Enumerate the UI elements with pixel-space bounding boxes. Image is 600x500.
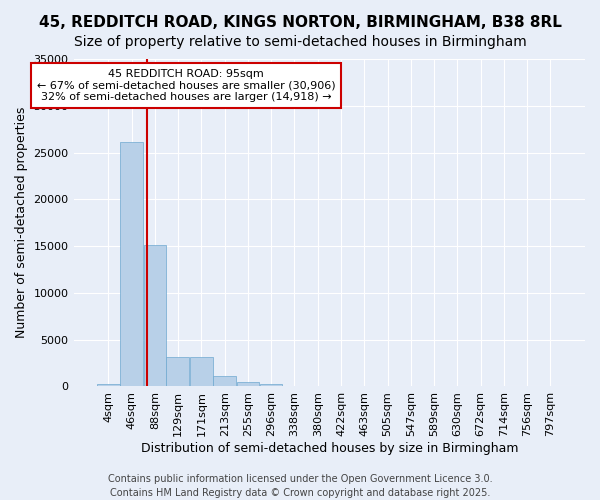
Text: Contains public information licensed under the Open Government Licence 3.0.: Contains public information licensed und… xyxy=(107,474,493,484)
Text: 45, REDDITCH ROAD, KINGS NORTON, BIRMINGHAM, B38 8RL: 45, REDDITCH ROAD, KINGS NORTON, BIRMING… xyxy=(38,15,562,30)
Text: Contains HM Land Registry data © Crown copyright and database right 2025.: Contains HM Land Registry data © Crown c… xyxy=(110,488,490,498)
Bar xyxy=(236,382,259,386)
Bar xyxy=(120,142,143,386)
Text: Size of property relative to semi-detached houses in Birmingham: Size of property relative to semi-detach… xyxy=(74,35,526,49)
Bar xyxy=(143,245,166,386)
Bar xyxy=(166,358,190,386)
Bar xyxy=(260,384,283,386)
Bar xyxy=(97,384,120,386)
X-axis label: Distribution of semi-detached houses by size in Birmingham: Distribution of semi-detached houses by … xyxy=(140,442,518,455)
Bar xyxy=(213,376,236,386)
Bar xyxy=(190,358,213,386)
Y-axis label: Number of semi-detached properties: Number of semi-detached properties xyxy=(15,107,28,338)
Text: 45 REDDITCH ROAD: 95sqm
← 67% of semi-detached houses are smaller (30,906)
32% o: 45 REDDITCH ROAD: 95sqm ← 67% of semi-de… xyxy=(37,69,335,102)
